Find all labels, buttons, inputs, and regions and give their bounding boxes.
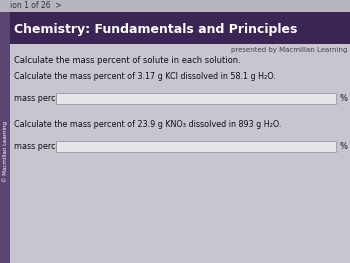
- FancyBboxPatch shape: [56, 93, 336, 104]
- Text: %: %: [339, 142, 347, 151]
- Text: presented by Macmillan Learning: presented by Macmillan Learning: [231, 47, 347, 53]
- Text: Calculate the mass percent of solute in each solution.: Calculate the mass percent of solute in …: [14, 56, 241, 65]
- Text: Calculate the mass percent of 23.9 g KNO₃ dissolved in 893 g H₂O.: Calculate the mass percent of 23.9 g KNO…: [14, 120, 281, 129]
- FancyBboxPatch shape: [10, 12, 350, 44]
- Text: mass percent:: mass percent:: [14, 142, 71, 151]
- FancyBboxPatch shape: [0, 12, 10, 263]
- Text: Chemistry: Fundamentals and Principles: Chemistry: Fundamentals and Principles: [14, 23, 298, 36]
- Text: ion 1 of 26  >: ion 1 of 26 >: [10, 2, 62, 11]
- Text: © Macmillan Learning: © Macmillan Learning: [2, 121, 8, 182]
- Text: Calculate the mass percent of 3.17 g KCl dissolved in 58.1 g H₂O.: Calculate the mass percent of 3.17 g KCl…: [14, 72, 276, 81]
- Text: mass percent:: mass percent:: [14, 94, 71, 103]
- FancyBboxPatch shape: [0, 0, 350, 12]
- FancyBboxPatch shape: [56, 141, 336, 152]
- Text: %: %: [339, 94, 347, 103]
